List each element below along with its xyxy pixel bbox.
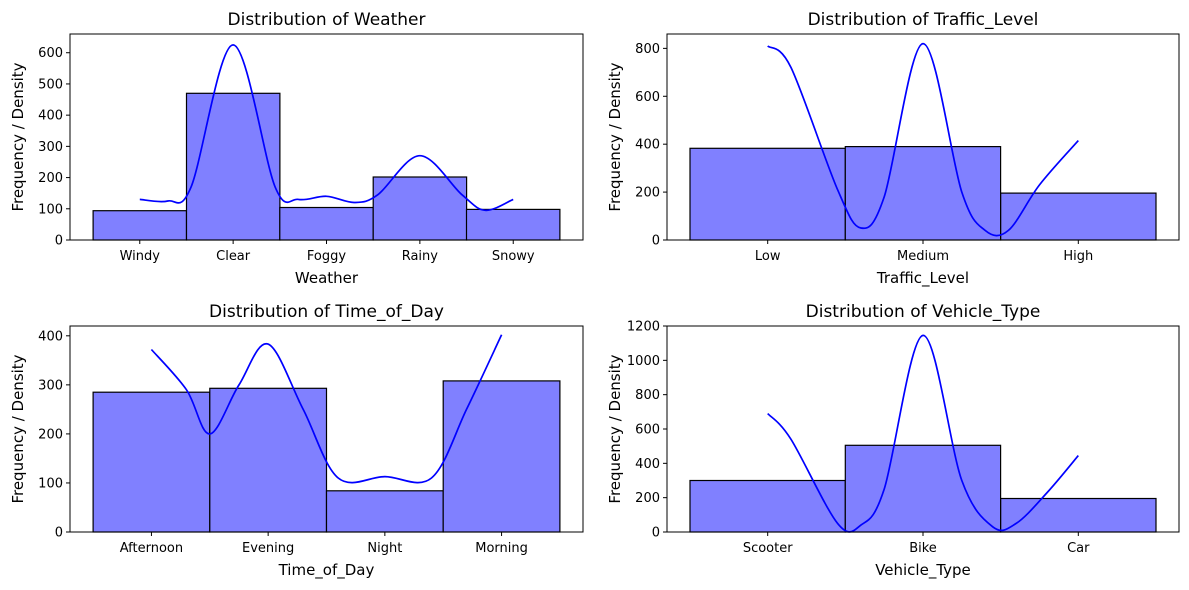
x-tick-label: Windy [120, 249, 161, 264]
bar-snowy [465, 208, 561, 241]
bar-afternoon [92, 391, 211, 533]
bar-clear [185, 92, 281, 241]
y-tick-label: 100 [38, 476, 63, 491]
y-tick-label: 100 [38, 202, 63, 217]
panel-time-of-day: Distribution of Time_of_Day Time_of_Day … [9, 302, 584, 580]
x-tick-label: Clear [216, 249, 251, 264]
y-tick-label: 200 [635, 491, 660, 506]
kde-line [139, 44, 514, 212]
bar-rainy [372, 176, 468, 241]
y-tick-label: 200 [38, 427, 63, 442]
x-tick-label: Snowy [492, 249, 535, 264]
y-tick-label: 600 [635, 90, 660, 105]
panel-title: Distribution of Traffic_Level [808, 10, 1039, 30]
kde-line [767, 42, 1079, 237]
panel-title: Distribution of Time_of_Day [209, 302, 444, 322]
y-tick-label: 400 [38, 329, 63, 344]
x-tick-label: Morning [475, 541, 528, 556]
kde-line [150, 334, 503, 484]
bar-night [325, 490, 444, 533]
x-tick-label: Evening [242, 541, 294, 556]
y-axis-label: Frequency / Density [606, 62, 624, 211]
bar-scooter [689, 479, 846, 533]
x-axis-label: Time_of_Day [278, 561, 375, 580]
y-tick-label: 600 [635, 423, 660, 438]
panel-vehicle-type: Distribution of Vehicle_Type Vehicle_Typ… [606, 302, 1180, 580]
y-tick-label: 800 [635, 42, 660, 57]
y-axis-label: Frequency / Density [9, 354, 27, 503]
y-tick-label: 0 [652, 526, 660, 541]
x-tick-label: High [1063, 249, 1093, 264]
x-tick-label: Bike [909, 541, 937, 556]
y-tick-label: 300 [38, 140, 63, 155]
axes-frame [69, 325, 584, 533]
x-tick-label: Scooter [743, 541, 793, 556]
y-axis-label: Frequency / Density [9, 62, 27, 211]
y-tick-label: 600 [38, 46, 63, 61]
y-tick-label: 400 [38, 109, 63, 124]
y-tick-label: 200 [635, 186, 660, 201]
y-tick-label: 200 [38, 171, 63, 186]
x-axis-label: Weather [295, 269, 359, 287]
x-tick-label: Foggy [307, 249, 346, 264]
x-tick-label: Medium [897, 249, 949, 264]
panel-title: Distribution of Weather [228, 10, 426, 30]
kde-line [767, 334, 1079, 533]
y-tick-label: 400 [635, 457, 660, 472]
panel-title: Distribution of Vehicle_Type [806, 302, 1041, 322]
y-tick-label: 1000 [627, 354, 660, 369]
x-tick-label: Rainy [402, 249, 439, 264]
y-tick-label: 0 [652, 234, 660, 249]
y-tick-label: 300 [38, 378, 63, 393]
x-tick-label: Car [1067, 541, 1090, 556]
bar-windy [92, 210, 188, 241]
x-tick-label: Low [755, 249, 781, 264]
y-tick-label: 1200 [627, 320, 660, 335]
bar-high [1000, 192, 1157, 241]
panel-traffic-level: Distribution of Traffic_Level Traffic_Le… [606, 10, 1180, 288]
bar-low [689, 147, 846, 241]
x-tick-label: Afternoon [120, 541, 183, 556]
bar-foggy [279, 206, 374, 241]
x-tick-label: Night [367, 541, 402, 556]
y-tick-label: 400 [635, 138, 660, 153]
x-axis-label: Vehicle_Type [875, 561, 971, 580]
x-axis-label: Traffic_Level [876, 269, 969, 288]
bar-morning [442, 380, 561, 533]
panel-weather: Distribution of Weather Weather Frequenc… [9, 10, 584, 287]
y-tick-label: 0 [55, 526, 63, 541]
bar-evening [209, 387, 328, 533]
y-tick-label: 800 [635, 388, 660, 403]
y-axis-label: Frequency / Density [606, 354, 624, 503]
bar-car [1000, 497, 1157, 533]
y-tick-label: 0 [55, 234, 63, 249]
y-tick-label: 500 [38, 77, 63, 92]
